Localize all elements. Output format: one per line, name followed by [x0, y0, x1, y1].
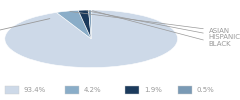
FancyBboxPatch shape	[5, 86, 19, 94]
FancyBboxPatch shape	[65, 86, 79, 94]
Text: 93.4%: 93.4%	[24, 87, 46, 93]
Text: HISPANIC: HISPANIC	[86, 11, 240, 40]
Wedge shape	[89, 10, 91, 39]
Wedge shape	[78, 10, 91, 39]
FancyBboxPatch shape	[178, 86, 192, 94]
Text: 1.9%: 1.9%	[144, 87, 162, 93]
Text: ASIAN: ASIAN	[70, 12, 230, 34]
Wedge shape	[56, 10, 91, 39]
Text: 4.2%: 4.2%	[84, 87, 102, 93]
Text: WHITE: WHITE	[0, 19, 50, 39]
Text: 0.5%: 0.5%	[197, 87, 215, 93]
Text: BLACK: BLACK	[93, 11, 231, 47]
FancyBboxPatch shape	[125, 86, 139, 94]
Wedge shape	[5, 10, 178, 68]
